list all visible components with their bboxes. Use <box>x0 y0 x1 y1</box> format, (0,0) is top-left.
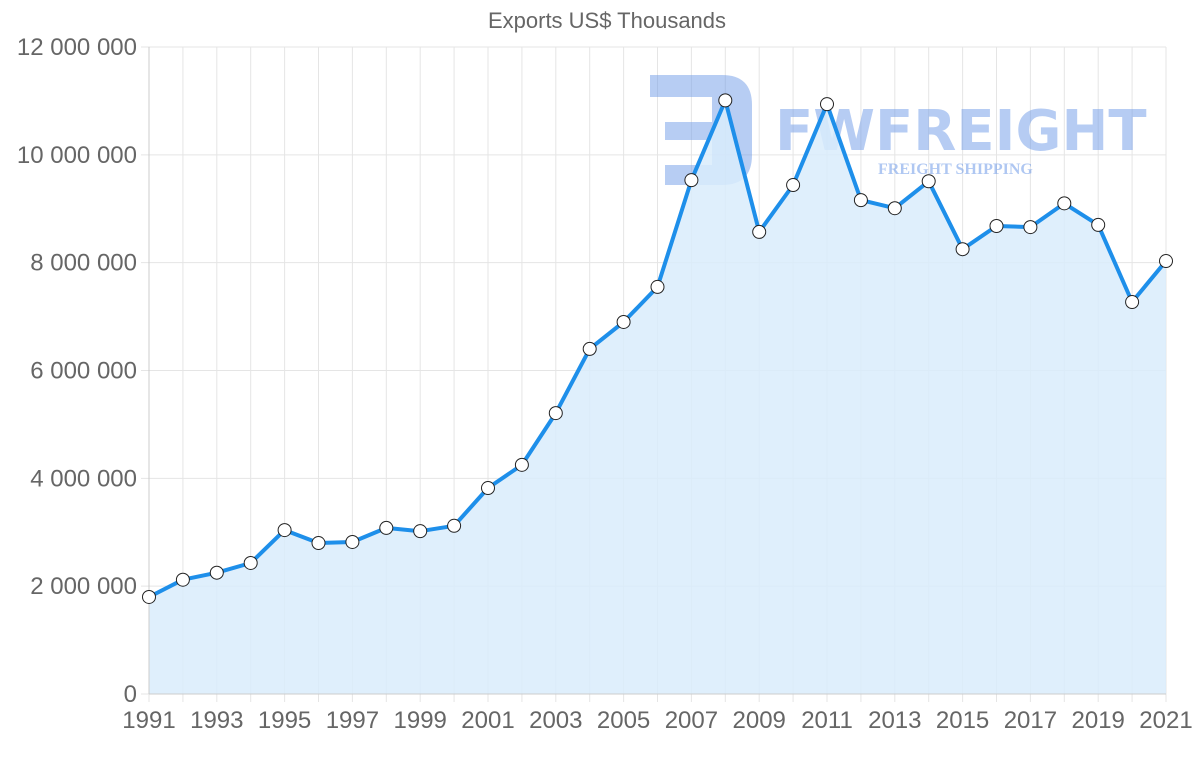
data-point-2017[interactable] <box>1023 220 1038 235</box>
chart-title: Exports US$ Thousands <box>487 8 727 33</box>
data-point-2021[interactable] <box>1159 254 1173 269</box>
data-point-1992[interactable] <box>175 572 190 587</box>
x-tick-label: 2013 <box>868 707 921 734</box>
data-point-2008[interactable] <box>718 93 733 108</box>
x-tick-label: 1997 <box>326 707 379 734</box>
data-point-1998[interactable] <box>379 520 394 535</box>
data-point-2003[interactable] <box>548 406 563 421</box>
x-tick-label: 1995 <box>258 707 311 734</box>
x-tick-label: 2015 <box>936 707 989 734</box>
data-point-2000[interactable] <box>447 518 462 533</box>
x-tick-label: 2007 <box>665 707 718 734</box>
data-point-1991[interactable] <box>142 589 156 604</box>
area-fill <box>149 100 1166 694</box>
y-tick-label: 2 000 000 <box>30 573 137 600</box>
data-point-1993[interactable] <box>209 565 224 580</box>
data-points <box>142 93 1173 604</box>
data-point-1995[interactable] <box>277 523 292 538</box>
data-point-2019[interactable] <box>1091 217 1106 232</box>
y-tick-label: 12 000 000 <box>17 34 137 61</box>
y-tick-label: 4 000 000 <box>30 465 137 492</box>
y-tick-label: 8 000 000 <box>30 250 137 277</box>
data-point-2020[interactable] <box>1125 295 1140 310</box>
data-point-2007[interactable] <box>684 173 699 188</box>
y-axis-ticks: 0 2 000 000 4 000 000 6 000 000 8 000 000 10 … <box>17 34 137 708</box>
data-point-2001[interactable] <box>481 481 495 496</box>
data-point-2004[interactable] <box>582 341 597 356</box>
y-tick-label: 0 <box>124 681 137 708</box>
data-point-1994[interactable] <box>243 555 258 570</box>
data-point-2010[interactable] <box>786 178 801 193</box>
data-point-1999[interactable] <box>413 524 428 539</box>
x-tick-label: 2021 <box>1139 707 1192 734</box>
data-point-2018[interactable] <box>1057 196 1072 211</box>
x-tick-label: 2003 <box>529 707 582 734</box>
data-point-1996[interactable] <box>311 536 326 551</box>
axes <box>148 47 1166 695</box>
x-tick-label: 1991 <box>122 707 175 734</box>
x-tick-label: 2001 <box>461 707 514 734</box>
x-tick-label: 2009 <box>733 707 786 734</box>
data-point-2002[interactable] <box>514 457 529 472</box>
data-point-2009[interactable] <box>752 224 767 239</box>
x-tick-label: 2011 <box>801 707 853 734</box>
data-point-1997[interactable] <box>345 534 360 549</box>
data-point-2016[interactable] <box>989 219 1004 234</box>
y-tick-label: 6 000 000 <box>30 358 137 385</box>
data-point-2011[interactable] <box>820 97 834 112</box>
x-tick-label: 1993 <box>190 707 243 734</box>
data-point-2014[interactable] <box>921 174 936 189</box>
data-point-2015[interactable] <box>955 242 970 257</box>
x-tick-label: 1999 <box>394 707 447 734</box>
x-axis-ticks: 1991 1993 1995 1997 1999 2001 2003 2005 2007 2009… <box>122 707 1192 734</box>
data-point-2013[interactable] <box>887 201 902 216</box>
data-point-2012[interactable] <box>853 193 868 208</box>
watermark-tagline: FREIGHT SHIPPING <box>878 161 1033 178</box>
y-tick-label: 10 000 000 <box>17 142 137 169</box>
x-tick-label: 2019 <box>1072 707 1125 734</box>
data-point-2005[interactable] <box>616 314 631 329</box>
data-point-2006[interactable] <box>650 279 665 294</box>
x-tick-label: 2005 <box>597 707 650 734</box>
x-tick-label: 2017 <box>1004 707 1057 734</box>
